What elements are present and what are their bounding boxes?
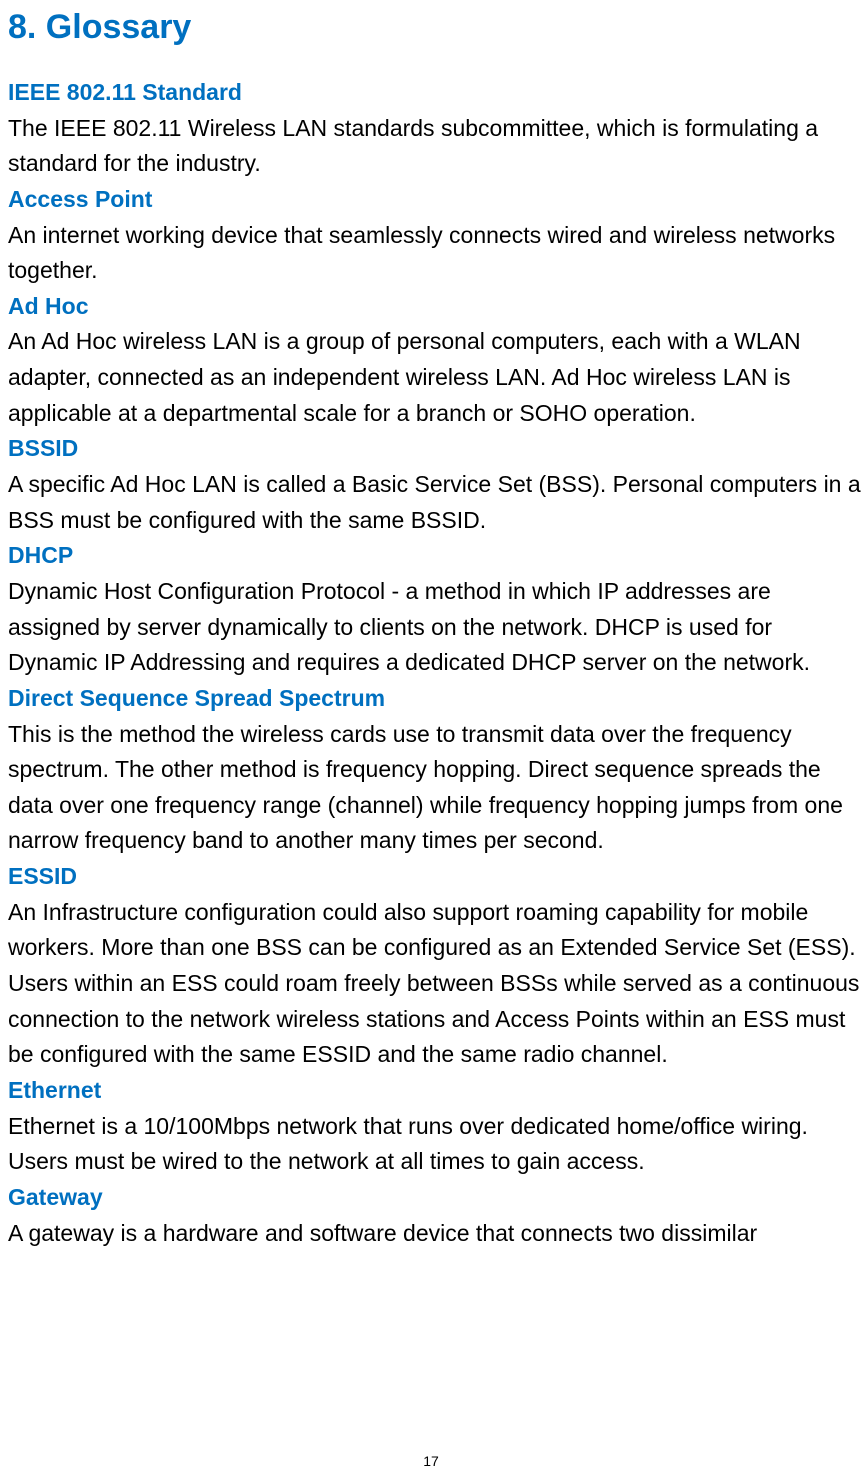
glossary-term: Gateway: [8, 1180, 862, 1216]
glossary-term: DHCP: [8, 538, 862, 574]
glossary-definition: An Infrastructure configuration could al…: [8, 895, 862, 1073]
glossary-term: Access Point: [8, 182, 862, 218]
glossary-definition: A specific Ad Hoc LAN is called a Basic …: [8, 467, 862, 538]
glossary-term: Ad Hoc: [8, 289, 862, 325]
glossary-definition: The IEEE 802.11 Wireless LAN standards s…: [8, 111, 862, 182]
glossary-term: IEEE 802.11 Standard: [8, 75, 862, 111]
glossary-definition: A gateway is a hardware and software dev…: [8, 1216, 862, 1252]
glossary-definition: This is the method the wireless cards us…: [8, 717, 862, 860]
glossary-term: Ethernet: [8, 1073, 862, 1109]
glossary-definition: Ethernet is a 10/100Mbps network that ru…: [8, 1109, 862, 1180]
glossary-definition: An Ad Hoc wireless LAN is a group of per…: [8, 324, 862, 431]
page-title: 8. Glossary: [8, 8, 862, 47]
glossary-term: BSSID: [8, 431, 862, 467]
glossary-term: Direct Sequence Spread Spectrum: [8, 681, 862, 717]
glossary-definition: Dynamic Host Configuration Protocol - a …: [8, 574, 862, 681]
glossary-content: IEEE 802.11 Standard The IEEE 802.11 Wir…: [8, 75, 862, 1251]
glossary-definition: An internet working device that seamless…: [8, 218, 862, 289]
page-number: 17: [423, 1453, 439, 1469]
glossary-term: ESSID: [8, 859, 862, 895]
